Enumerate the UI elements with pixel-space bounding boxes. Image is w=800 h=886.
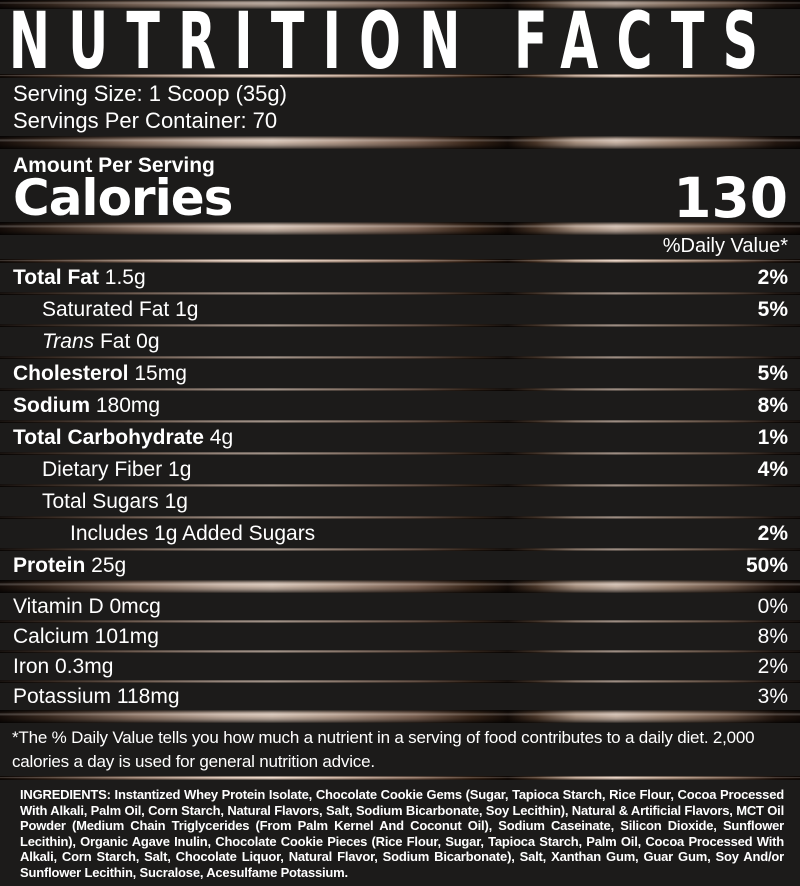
row-sodium: Sodium 180mg 8% xyxy=(0,391,800,420)
nutrient-daily-value: 1% xyxy=(757,425,788,449)
row-separator xyxy=(0,388,800,391)
nutrient-name: Saturated Fat 1g xyxy=(42,297,199,321)
nutrient-name: Vitamin D 0mcg xyxy=(13,594,161,618)
nutrient-daily-value: 2% xyxy=(757,654,788,678)
row-total-fat: Total Fat 1.5g 2% xyxy=(0,263,800,292)
footnote-divider-line xyxy=(0,776,800,780)
calories-label: Calories xyxy=(13,169,233,227)
row-saturated-fat: Saturated Fat 1g 5% xyxy=(0,295,800,324)
calories-value: 130 xyxy=(673,166,788,230)
servings-per-container-text: Servings Per Container: 70 xyxy=(13,108,278,133)
nutrient-name: Iron 0.3mg xyxy=(13,654,114,678)
daily-value-footnote: *The % Daily Value tells you how much a … xyxy=(12,728,755,771)
calories-divider-bar xyxy=(0,222,800,235)
row-iron: Iron 0.3mg 2% xyxy=(0,653,800,680)
row-separator xyxy=(0,324,800,327)
amount-per-serving-label: Amount Per Serving xyxy=(13,154,215,177)
nutrient-name: Total Fat 1.5g xyxy=(13,265,146,289)
nutrient-daily-value: 4% xyxy=(757,457,788,481)
row-separator xyxy=(0,452,800,455)
row-separator xyxy=(0,420,800,423)
calories-block: Amount Per Serving Calories 130 xyxy=(0,149,800,230)
row-added-sugars: Includes 1g Added Sugars 2% xyxy=(0,519,800,548)
nutrient-name: Total Sugars 1g xyxy=(42,489,188,513)
protein-divider-bar xyxy=(0,580,800,593)
micronutrient-divider-bar xyxy=(0,710,800,723)
nutrient-daily-value: 3% xyxy=(757,684,788,708)
nutrient-daily-value: 50% xyxy=(745,553,788,577)
nutrient-name: Potassium 118mg xyxy=(13,684,180,708)
row-separator xyxy=(0,484,800,487)
nutrient-daily-value: 5% xyxy=(757,297,788,321)
row-protein: Protein 25g 50% xyxy=(0,551,800,580)
serving-info: Serving Size: 1 Scoop (35g) Servings Per… xyxy=(0,78,800,136)
row-dietary-fiber: Dietary Fiber 1g 4% xyxy=(0,455,800,484)
row-vitamin-d: Vitamin D 0mcg 0% xyxy=(0,593,800,620)
serving-divider-bar xyxy=(0,136,800,149)
row-calcium: Calcium 101mg 8% xyxy=(0,623,800,650)
row-separator xyxy=(0,650,800,653)
ingredients-text: INGREDIENTS: Instantized Whey Protein Is… xyxy=(20,787,784,880)
nutrient-name: Total Carbohydrate 4g xyxy=(13,425,234,449)
nutrient-name: Cholesterol 15mg xyxy=(13,361,187,385)
row-separator xyxy=(0,620,800,623)
daily-value-header: %Daily Value* xyxy=(662,235,788,257)
row-separator xyxy=(0,516,800,519)
row-cholesterol: Cholesterol 15mg 5% xyxy=(0,359,800,388)
nutrient-name: Dietary Fiber 1g xyxy=(42,457,192,481)
serving-size-text: Serving Size: 1 Scoop (35g) xyxy=(13,81,287,106)
row-separator xyxy=(0,356,800,359)
header-divider-line xyxy=(0,259,800,263)
nutrient-daily-value: 5% xyxy=(757,361,788,385)
title-divider-line xyxy=(0,74,800,78)
row-total-carbohydrate: Total Carbohydrate 4g 1% xyxy=(0,423,800,452)
nutrient-name: Includes 1g Added Sugars xyxy=(70,521,316,545)
nutrient-daily-value: 2% xyxy=(757,521,788,545)
row-separator xyxy=(0,548,800,551)
nutrient-daily-value: 8% xyxy=(757,393,788,417)
nutrient-name: Calcium 101mg xyxy=(13,624,159,648)
row-potassium: Potassium 118mg 3% xyxy=(0,683,800,710)
nutrient-name: Trans Fat 0g xyxy=(42,329,160,353)
row-separator xyxy=(0,292,800,295)
nutrient-daily-value: 2% xyxy=(757,265,788,289)
nutrient-daily-value: 0% xyxy=(757,594,788,618)
nutrient-name: Sodium 180mg xyxy=(13,393,161,417)
nutrient-name: Protein 25g xyxy=(13,553,127,577)
nutrient-daily-value: 8% xyxy=(757,624,788,648)
top-divider-bar xyxy=(0,0,800,9)
row-total-sugars: Total Sugars 1g xyxy=(0,487,800,516)
row-separator xyxy=(0,680,800,683)
row-trans-fat: Trans Fat 0g xyxy=(0,327,800,356)
nutrition-facts-title: NUTRITION FACTS xyxy=(8,9,777,74)
title-wrap: NUTRITION FACTS xyxy=(0,9,800,74)
